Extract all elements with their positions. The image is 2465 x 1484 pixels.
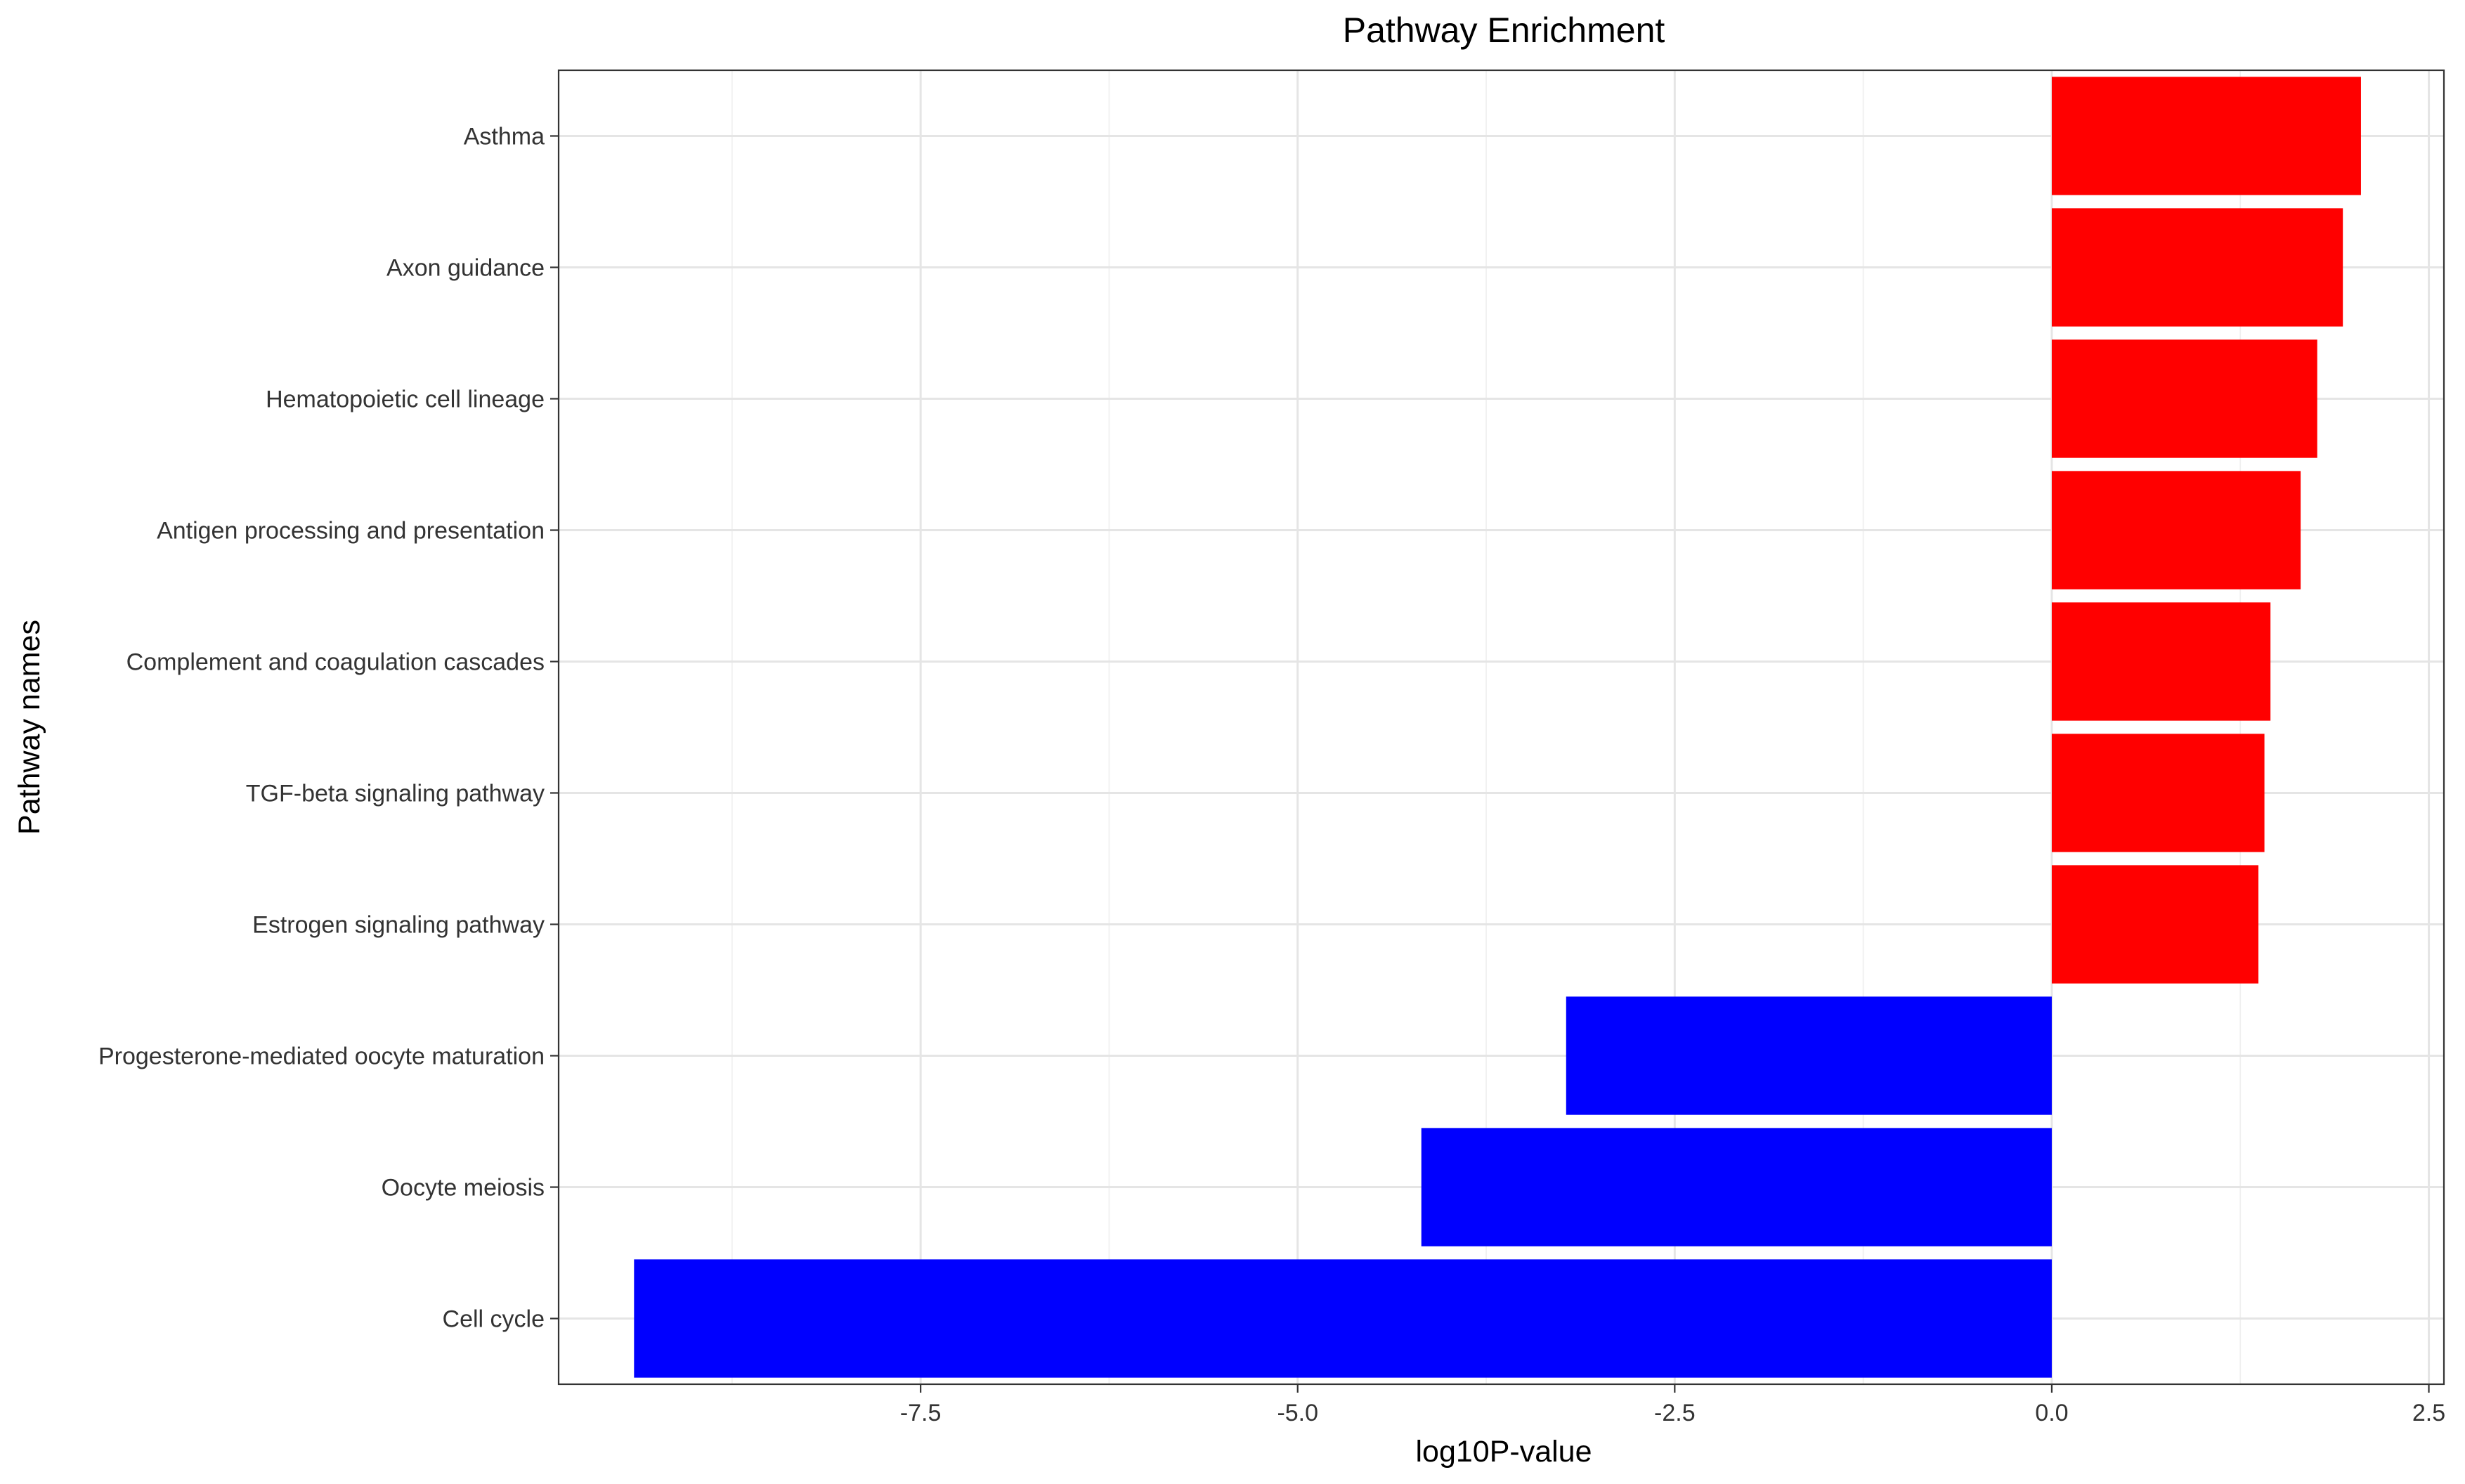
y-tick-label: Hematopoietic cell lineage	[266, 386, 545, 413]
y-tick-label: Cell cycle	[443, 1306, 545, 1333]
bar-estrogen-signaling-pathway	[2051, 865, 2258, 984]
x-tick-label: -2.5	[1654, 1400, 1696, 1426]
bar-antigen-processing-and-presentation	[2051, 471, 2301, 590]
bar-progesterone-mediated-oocyte-maturation	[1566, 996, 2052, 1115]
bar-axon-guidance	[2051, 208, 2343, 327]
y-tick-label: Progesterone-mediated oocyte maturation	[98, 1043, 545, 1070]
x-tick-label: -7.5	[900, 1400, 942, 1426]
x-axis-title: log10P-value	[1415, 1435, 1592, 1469]
bar-hematopoietic-cell-lineage	[2051, 339, 2317, 458]
y-axis: Asthma Axon guidance Hematopoietic cell li…	[98, 124, 559, 1333]
y-tick-label: Complement and coagulation cascades	[126, 649, 545, 676]
y-tick-label: TGF-beta signaling pathway	[246, 781, 545, 807]
y-axis-title: Pathway names	[13, 620, 46, 835]
chart-title: Pathway Enrichment	[1343, 11, 1665, 50]
bar-tgf-beta-signaling-pathway	[2051, 734, 2265, 852]
bar-asthma	[2051, 77, 2361, 195]
x-tick-label: -5.0	[1277, 1400, 1318, 1426]
y-tick-label: Asthma	[464, 124, 545, 150]
bar-complement-and-coagulation-cascades	[2051, 602, 2271, 721]
y-tick-label: Axon guidance	[386, 255, 545, 282]
bar-cell-cycle	[634, 1259, 2052, 1378]
y-tick-label: Estrogen signaling pathway	[252, 912, 545, 939]
x-tick-label: 0.0	[2035, 1400, 2068, 1426]
y-tick-label: Oocyte meiosis	[382, 1175, 545, 1202]
bars-layer	[634, 77, 2361, 1378]
x-tick-label: 2.5	[2412, 1400, 2445, 1426]
plot-panel-border	[557, 69, 2445, 1386]
y-tick-label: Antigen processing and presentation	[157, 518, 545, 545]
x-axis: -7.5 -5.0 -2.5 0.0 2.5	[900, 1384, 2445, 1426]
bar-oocyte-meiosis	[1421, 1128, 2052, 1247]
